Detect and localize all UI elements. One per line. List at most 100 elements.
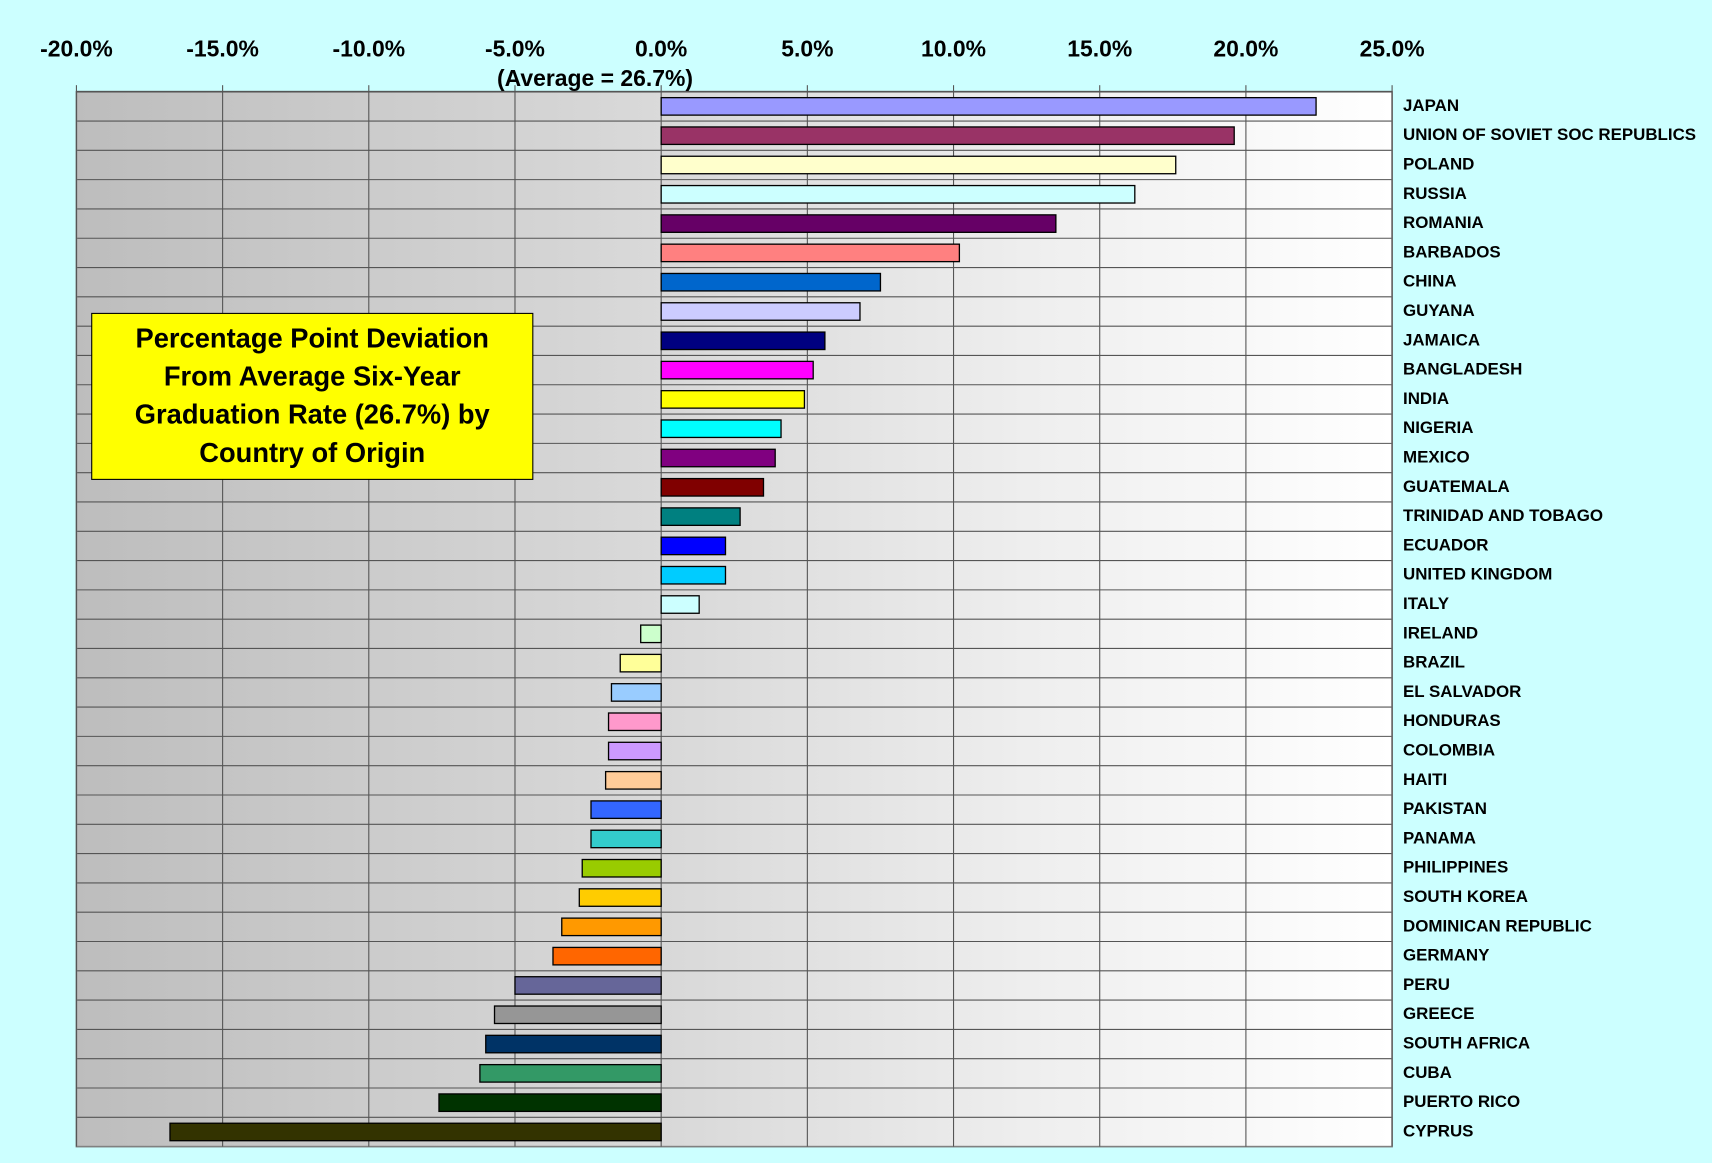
x-tick-label: -20.0%: [40, 35, 113, 61]
row-background-right: [661, 1058, 1393, 1089]
bar: [660, 272, 882, 292]
title-container: Percentage Point Deviation From Average …: [134, 323, 490, 469]
bar: [660, 184, 1136, 204]
category-label: PERU: [1403, 975, 1450, 994]
bar: [619, 653, 662, 673]
category-label: GREECE: [1403, 1004, 1474, 1023]
bar: [660, 331, 826, 351]
bar: [660, 360, 814, 380]
category-label: GUYANA: [1403, 301, 1475, 320]
bar: [485, 1034, 662, 1054]
x-tick-label: -15.0%: [186, 35, 259, 61]
row-background-right: [661, 589, 1393, 620]
bar: [610, 683, 662, 702]
category-label: POLAND: [1403, 154, 1474, 173]
title-box: [91, 312, 534, 480]
category-label: PANAMA: [1403, 828, 1476, 847]
bar: [660, 595, 700, 614]
row-background-right: [661, 736, 1393, 766]
bar: [169, 1122, 662, 1142]
row-background-right: [661, 677, 1393, 708]
row-background-right: [661, 648, 1393, 678]
bar: [660, 448, 776, 468]
bar: [660, 155, 1177, 175]
chart-title: Percentage Point Deviation From Average …: [134, 323, 490, 469]
row-background-right: [661, 794, 1393, 825]
bar: [578, 888, 662, 907]
x-tick-label: 15.0%: [1067, 35, 1132, 61]
category-label: RUSSIA: [1403, 184, 1467, 203]
x-tick-label: 10.0%: [921, 35, 986, 61]
row-background-right: [661, 824, 1393, 854]
x-tick-label: 5.0%: [781, 35, 833, 61]
category-label: UNION OF SOVIET SOC REPUBLICS: [1403, 125, 1696, 144]
x-tick-label: 0.0%: [635, 35, 687, 61]
row-background-right: [661, 501, 1393, 532]
category-label: DOMINICAN REPUBLIC: [1403, 916, 1592, 935]
row-background-right: [661, 619, 1393, 649]
row-background-right: [661, 1029, 1393, 1059]
row-background-right: [661, 882, 1393, 913]
bar: [493, 1005, 662, 1025]
category-label: PHILIPPINES: [1403, 858, 1508, 877]
category-label: BANGLADESH: [1403, 360, 1522, 379]
bar: [607, 741, 662, 761]
bar: [660, 96, 1317, 116]
bar: [660, 507, 741, 527]
category-label: CUBA: [1403, 1063, 1452, 1082]
category-label: INDIA: [1403, 389, 1449, 408]
row-background-right: [661, 472, 1393, 502]
row-background-right: [661, 912, 1393, 942]
row-background-right: [661, 531, 1393, 561]
category-label: MEXICO: [1403, 447, 1470, 466]
row-background-right: [661, 707, 1393, 737]
category-label: COLOMBIA: [1403, 741, 1495, 760]
bar: [590, 800, 662, 820]
row-background-right: [661, 970, 1393, 1001]
bar: [590, 829, 662, 849]
bar: [660, 477, 765, 497]
bar: [660, 390, 806, 409]
category-label: ROMANIA: [1403, 213, 1484, 232]
category-label: HAITI: [1403, 770, 1447, 789]
x-tick-label: 20.0%: [1213, 35, 1278, 61]
category-label: PAKISTAN: [1403, 799, 1487, 818]
row-background-right: [661, 414, 1393, 444]
category-label: EL SALVADOR: [1403, 682, 1521, 701]
row-background-right: [661, 765, 1393, 795]
bar: [552, 946, 662, 966]
category-label: ECUADOR: [1403, 535, 1488, 554]
category-label: GERMANY: [1403, 946, 1489, 965]
bar: [581, 858, 662, 878]
bar: [607, 712, 662, 732]
row-background-right: [661, 1000, 1393, 1030]
category-label: NIGERIA: [1403, 418, 1473, 437]
bar: [640, 624, 662, 644]
category-label: GUATEMALA: [1403, 477, 1510, 496]
bar: [561, 917, 662, 937]
category-label: PUERTO RICO: [1403, 1092, 1520, 1111]
bar: [604, 770, 662, 790]
category-label: IRELAND: [1403, 623, 1478, 642]
category-label: HONDURAS: [1403, 711, 1501, 730]
bar: [660, 243, 961, 263]
row-background-right: [661, 443, 1393, 473]
row-background-right: [661, 560, 1393, 590]
row-background-right: [661, 941, 1393, 971]
category-label: SOUTH KOREA: [1403, 887, 1528, 906]
category-label: SOUTH AFRICA: [1403, 1034, 1530, 1053]
annotation: (Average = 26.7%): [497, 65, 693, 91]
bar: [660, 419, 782, 439]
category-label: UNITED KINGDOM: [1403, 565, 1552, 584]
category-label: BRAZIL: [1403, 653, 1465, 672]
x-tick-label: 25.0%: [1360, 35, 1425, 61]
bar: [479, 1063, 662, 1083]
category-label: JAPAN: [1403, 96, 1459, 115]
bar: [438, 1093, 662, 1113]
category-label: BARBADOS: [1403, 242, 1501, 261]
bar: [660, 214, 1057, 233]
row-background-right: [661, 1088, 1393, 1118]
row-background-right: [661, 853, 1393, 883]
category-label: JAMAICA: [1403, 330, 1480, 349]
category-label: ITALY: [1403, 594, 1449, 613]
